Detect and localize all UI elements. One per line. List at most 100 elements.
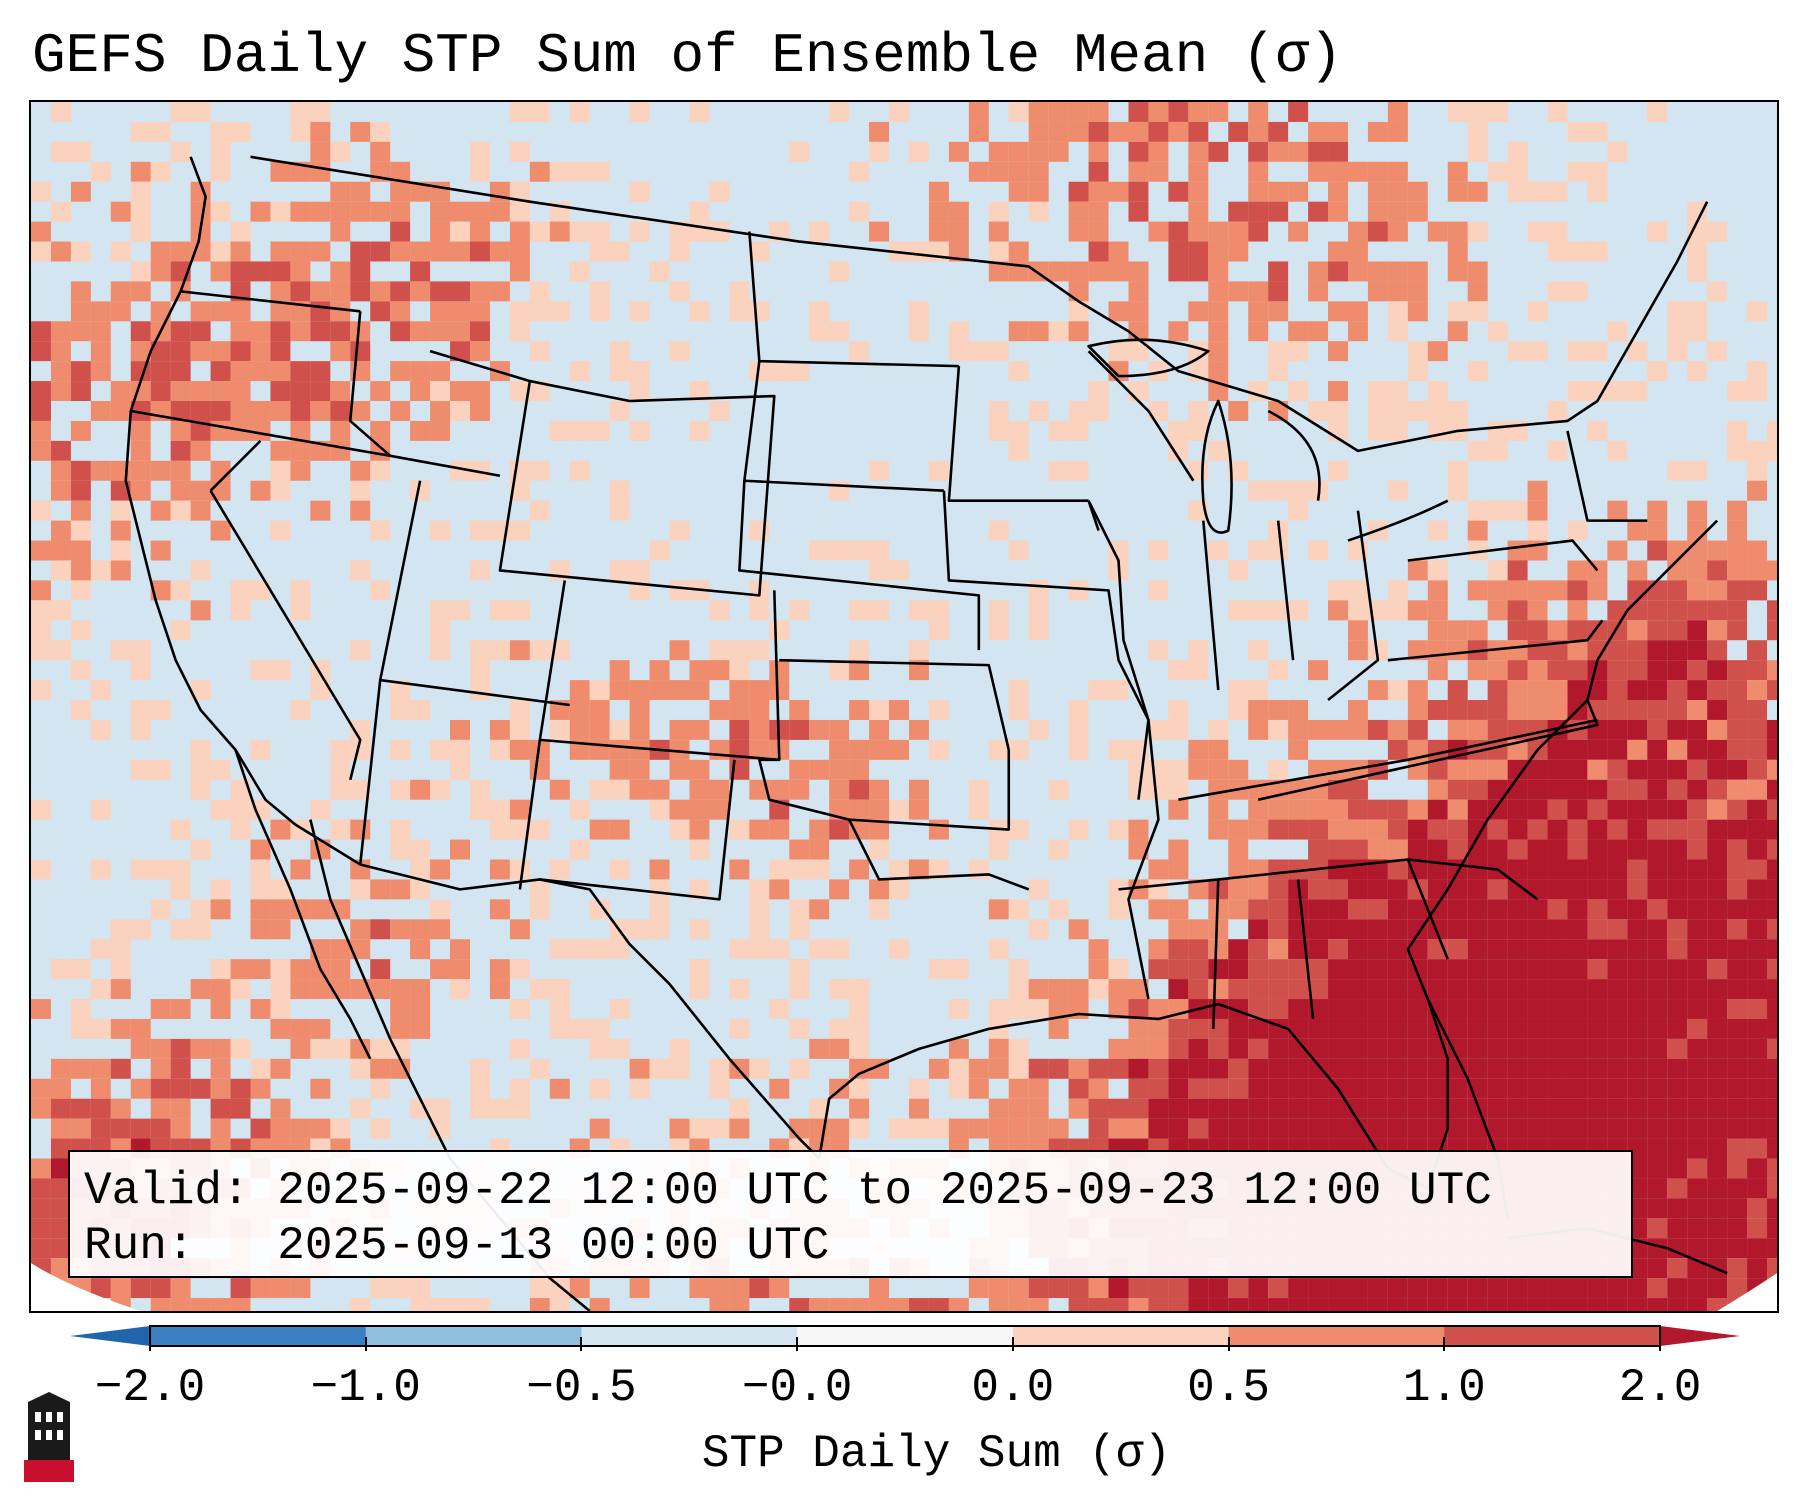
stp-cell xyxy=(1747,779,1768,800)
stp-cell xyxy=(1707,999,1728,1019)
stp-cell xyxy=(90,1118,111,1139)
stp-cell xyxy=(130,440,151,461)
stp-cell xyxy=(1208,1038,1229,1059)
stp-cell xyxy=(729,719,750,740)
stp-cell xyxy=(1547,1078,1568,1099)
stp-cell xyxy=(1188,1278,1209,1299)
stp-cell xyxy=(829,719,850,740)
stp-cell xyxy=(90,361,111,382)
stp-cell xyxy=(1527,879,1548,900)
stp-cell xyxy=(310,102,331,122)
stp-cell xyxy=(1527,859,1548,880)
stp-cell xyxy=(1607,999,1628,1019)
stp-cell xyxy=(31,1218,51,1239)
stp-cell xyxy=(1667,1158,1688,1179)
stp-cell xyxy=(529,460,550,481)
stp-cell xyxy=(1008,540,1029,561)
stp-cell xyxy=(110,301,131,322)
stp-cell xyxy=(849,600,870,621)
map-panel[interactable] xyxy=(29,100,1779,1313)
stp-cell xyxy=(1427,341,1448,362)
stp-cell xyxy=(669,819,690,840)
stp-cell xyxy=(1567,879,1588,900)
stp-cell xyxy=(689,819,710,840)
stp-cell xyxy=(1447,700,1468,720)
stp-cell xyxy=(1527,700,1548,720)
stp-cell xyxy=(350,640,371,661)
stp-cell xyxy=(1248,281,1269,302)
colorbar-segment-2 xyxy=(581,1326,798,1346)
stp-cell xyxy=(1367,381,1388,402)
stp-cell xyxy=(1667,779,1688,800)
stp-cell xyxy=(350,560,371,581)
stp-cell xyxy=(1667,540,1688,561)
stp-cell xyxy=(1228,759,1249,780)
stp-cell xyxy=(1627,1078,1648,1099)
stp-cell xyxy=(330,281,351,302)
stp-cell xyxy=(509,201,530,222)
stp-cell xyxy=(1767,799,1777,820)
stp-cell xyxy=(1427,1098,1448,1119)
stp-cell xyxy=(1487,700,1508,720)
stp-cell xyxy=(170,460,191,481)
stp-cell xyxy=(1567,799,1588,820)
stp-cell xyxy=(1148,939,1169,960)
stp-cell xyxy=(430,401,451,421)
stp-cell xyxy=(1647,500,1668,521)
stp-cell xyxy=(1148,401,1169,421)
stp-cell xyxy=(1188,221,1209,242)
stp-cell xyxy=(968,779,989,800)
stp-cell xyxy=(1268,281,1289,302)
stp-cell xyxy=(549,859,570,880)
stp-cell xyxy=(569,839,590,860)
stp-cell xyxy=(430,919,451,940)
stp-cell xyxy=(489,281,510,302)
stp-cell xyxy=(1308,141,1329,162)
stp-cell xyxy=(988,221,1009,242)
stp-cell xyxy=(170,1118,191,1139)
stp-cell xyxy=(1547,859,1568,880)
stp-cell xyxy=(1467,1118,1488,1139)
stp-cell xyxy=(250,420,271,441)
stp-cell xyxy=(210,261,231,282)
stp-cell xyxy=(350,201,371,222)
stp-cell xyxy=(1687,241,1708,262)
stp-cell xyxy=(170,859,191,880)
stp-cell xyxy=(1308,799,1329,820)
stp-cell xyxy=(1288,141,1309,162)
stp-cell xyxy=(1288,480,1309,501)
stp-cell xyxy=(1347,261,1368,282)
stp-cell xyxy=(50,959,71,980)
stp-cell xyxy=(1008,241,1029,262)
stp-cell xyxy=(1707,1238,1728,1259)
stp-cell xyxy=(1008,1058,1029,1079)
stp-cell xyxy=(829,321,850,342)
stp-cell xyxy=(1747,799,1768,820)
stp-cell xyxy=(1567,1018,1588,1039)
stp-cell xyxy=(1687,999,1708,1019)
stp-cell xyxy=(948,141,969,162)
stp-cell xyxy=(589,1118,610,1139)
stp-cell xyxy=(1467,700,1488,720)
stp-cell xyxy=(210,401,231,421)
stp-cell xyxy=(1687,1058,1708,1079)
stp-cell xyxy=(1487,440,1508,461)
stp-cell xyxy=(230,600,251,621)
stp-cell xyxy=(1607,919,1628,940)
stp-cell xyxy=(1687,819,1708,840)
stp-cell xyxy=(1727,959,1748,980)
stp-cell xyxy=(1028,879,1049,900)
stp-cell xyxy=(1347,1018,1368,1039)
stp-cell xyxy=(1407,261,1428,282)
stp-cell xyxy=(1747,1138,1768,1159)
stp-cell xyxy=(130,1118,151,1139)
stp-cell xyxy=(709,1278,730,1299)
map-canvas[interactable] xyxy=(31,102,1777,1311)
stp-cell xyxy=(1367,1298,1388,1311)
stp-cell xyxy=(809,1298,830,1311)
stp-cell xyxy=(1347,1078,1368,1099)
stp-cell xyxy=(1288,859,1309,880)
stp-cell xyxy=(569,719,590,740)
stp-cell xyxy=(1607,1018,1628,1039)
stp-cell xyxy=(1767,959,1777,980)
